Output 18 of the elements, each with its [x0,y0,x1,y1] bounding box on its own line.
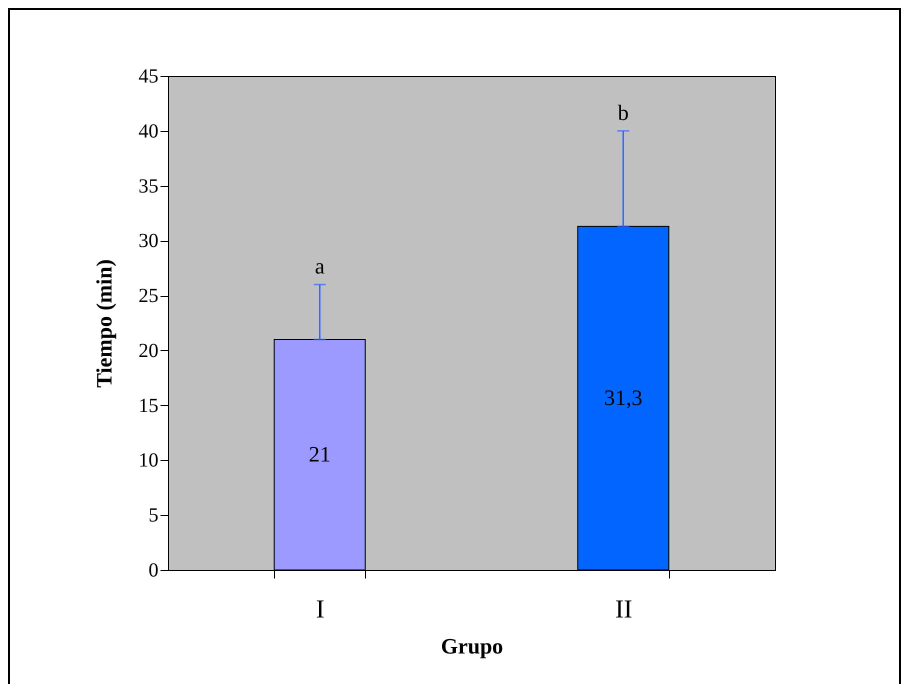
annotation: b [618,100,629,125]
x-tick-label: II [615,594,632,624]
y-tick-label: 25 [138,285,158,308]
y-axis-title: Tiempo (min) [92,259,116,388]
y-tick-label: 15 [138,394,158,417]
data-label: 21 [308,442,331,467]
y-tick-label: 0 [148,560,158,582]
y-tick-label: 35 [138,175,158,198]
x-tick-label: I [316,594,325,624]
y-tick-label: 40 [138,120,158,142]
x-axis-title: Grupo [440,634,504,658]
y-tick-label: 30 [138,230,158,252]
y-tick-label: 5 [148,504,158,527]
y-tick-label: 10 [138,450,158,472]
annotation: a [314,254,325,279]
data-label: 31,3 [604,385,642,410]
y-tick-label: 20 [138,340,158,362]
y-tick-label: 45 [138,66,158,88]
